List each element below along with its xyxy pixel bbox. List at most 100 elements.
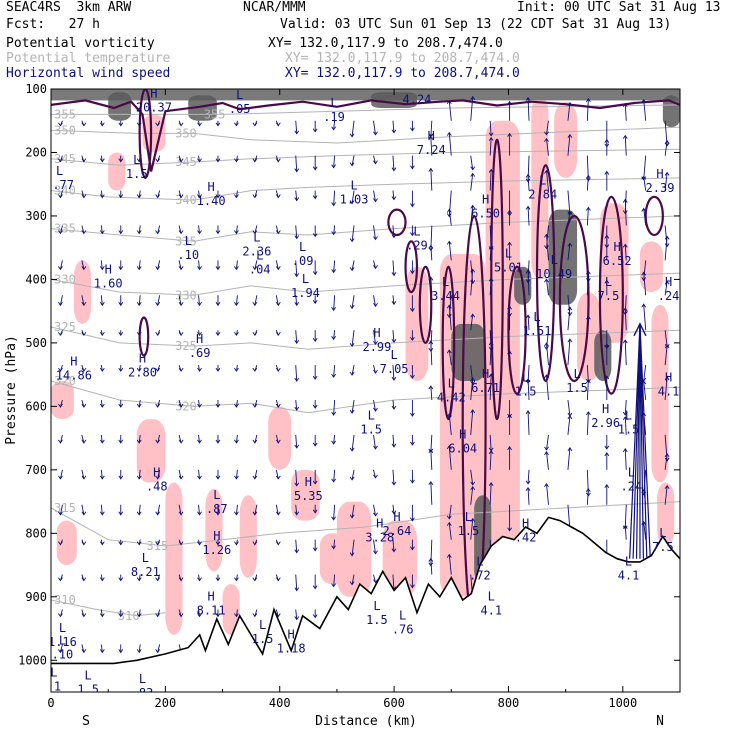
wind-vector: [546, 279, 549, 296]
wind-vector-head: [81, 439, 87, 444]
wind-vector: [567, 399, 571, 417]
wind-vector-head: [312, 128, 318, 133]
pv-extremum-type: H: [150, 87, 157, 101]
wind-vector-head: [215, 439, 221, 444]
wind-vector-head: [81, 230, 87, 235]
wind-vector-head: [178, 194, 184, 199]
theta-label-345: 345: [175, 155, 197, 169]
wind-vector-head: [155, 403, 161, 408]
wind-vector-head: [234, 403, 239, 408]
wind-vector-head: [410, 412, 415, 417]
wind-vector-head: [118, 439, 124, 444]
wind-vector-head: [331, 335, 336, 341]
pv-extremum-type: L: [185, 234, 192, 248]
wind-vector-head: [567, 133, 573, 138]
theta-label-350: 350: [175, 126, 197, 140]
wind-vector: [624, 504, 627, 529]
wind-vector-head: [470, 517, 476, 522]
pv-extremum-value: 10.49: [536, 267, 572, 281]
wind-vector-head: [81, 649, 87, 654]
pv-extremum-value: 6.71: [471, 381, 500, 395]
wind-vector: [664, 453, 668, 470]
wind-vector-head: [58, 577, 63, 582]
wind-vector-head: [294, 511, 300, 516]
wind-vector-head: [391, 405, 397, 410]
wind-vector-head: [641, 303, 647, 308]
wind-vector-head: [641, 271, 647, 276]
wind-vector-head: [99, 194, 105, 199]
pv-extremum-value: .09: [292, 254, 314, 268]
wind-vector-head: [641, 175, 647, 180]
wind-vector: [373, 539, 376, 554]
wind-vector-head: [155, 439, 161, 444]
wind-vector-head: [525, 205, 531, 210]
wind-vector-head: [81, 122, 87, 127]
pv-extremum-value: .04: [249, 262, 271, 276]
wind-vector: [489, 246, 492, 261]
pv-extremum-type: H: [196, 332, 203, 346]
wind-vector-head: [488, 136, 494, 141]
pv-extremum-value: 1.5: [618, 422, 640, 436]
wind-vector-head: [567, 210, 573, 215]
wind-vector: [567, 415, 571, 435]
wind-vector: [373, 330, 376, 345]
wind-vector-head: [544, 342, 549, 347]
wind-vector-head: [275, 158, 281, 163]
wind-vector-head: [81, 266, 87, 271]
wind-vector-head: [410, 270, 415, 275]
pv-extremum-type: L: [330, 96, 337, 110]
theta-contour-320: [51, 380, 680, 414]
pv-extremum-type: L: [448, 377, 455, 391]
pv-positive-region: [222, 584, 240, 635]
organization-label: NCAR/MMM: [243, 0, 306, 15]
wind-vector: [470, 269, 474, 296]
wind-vector-head: [118, 541, 124, 546]
wind-vector-head: [215, 230, 221, 235]
wind-vector: [489, 434, 492, 451]
wind-vector-head: [331, 516, 336, 521]
wind-vector: [373, 574, 376, 583]
wind-vector-head: [118, 266, 124, 271]
y-tick-label: 900: [25, 590, 47, 604]
wind-vector-head: [373, 550, 378, 555]
wind-vector-head: [488, 168, 494, 173]
wind-vector: [235, 399, 238, 408]
pv-extremum-value: .10: [52, 648, 74, 662]
wind-vector: [157, 504, 161, 515]
jet-vector-head: [633, 322, 647, 337]
wind-vector-head: [294, 302, 300, 307]
wind-vector-head: [349, 552, 355, 557]
plot-frame: [50, 88, 681, 693]
valid-time: Valid: 03 UTC Sun 01 Sep 13 (22 CDT Sat …: [280, 17, 672, 32]
wind-vector: [81, 434, 85, 444]
pv-contour-loop: [404, 240, 419, 294]
wind-vector-head: [99, 475, 105, 480]
wind-vector-head: [81, 158, 87, 163]
wind-vector: [624, 103, 627, 121]
wind-vector-head: [58, 266, 63, 271]
pv-extremum-type: L: [59, 634, 66, 648]
wind-vector-head: [215, 613, 221, 618]
wind-vector-head: [391, 129, 397, 134]
wind-vector: [275, 504, 279, 515]
pv-extremum-type: L: [488, 589, 495, 603]
legend-potential-vorticity: Potential vorticity: [6, 36, 155, 51]
wind-vector-head: [349, 409, 355, 414]
wind-vector: [470, 96, 474, 121]
wind-vector-head: [81, 403, 87, 408]
pv-positive-region: [657, 482, 675, 547]
wind-vector: [373, 504, 376, 516]
pv-extremum-type: L: [625, 408, 632, 422]
x-axis-north-label: N: [656, 714, 664, 729]
wind-vector-head: [349, 581, 355, 586]
wind-vector: [295, 365, 298, 382]
wind-vector: [430, 245, 433, 261]
wind-vector: [254, 469, 258, 479]
wind-vector-head: [99, 577, 105, 582]
wind-vector-head: [99, 302, 105, 307]
wind-vector: [527, 270, 530, 296]
wind-vector-head: [294, 235, 300, 240]
wind-vector-head: [252, 122, 258, 127]
wind-vector-head: [234, 511, 239, 516]
wind-vector-head: [155, 511, 161, 516]
